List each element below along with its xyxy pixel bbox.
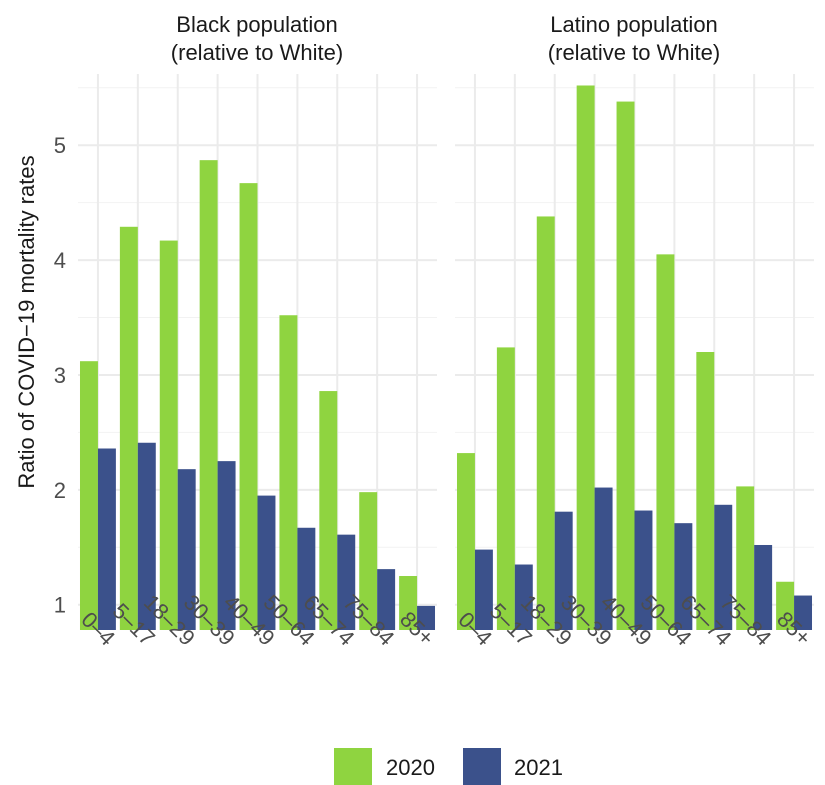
bar-2021-75–84 xyxy=(754,544,773,630)
y-tick-label: 5 xyxy=(54,133,66,158)
bar-2021-65–74 xyxy=(337,534,356,630)
bar-2021-50–64 xyxy=(674,523,693,630)
panels-layer: 0–45–1718–2930–3940–4950–6465–7475–8485+… xyxy=(54,12,816,651)
bar-2020-40–49 xyxy=(616,101,635,630)
bar-2020-18–29 xyxy=(159,240,178,630)
bar-2020-40–49 xyxy=(239,183,258,630)
y-tick-label: 3 xyxy=(54,363,66,388)
bar-2020-75–84 xyxy=(736,486,755,630)
legend-label-2021: 2021 xyxy=(514,755,563,780)
bar-2021-5–17 xyxy=(514,564,533,630)
y-tick-label: 4 xyxy=(54,248,66,273)
bar-2021-50–64 xyxy=(297,527,316,630)
bar-2020-30–39 xyxy=(576,85,595,631)
panel-2: 0–45–1718–2930–3940–4950–6465–7475–8485+… xyxy=(453,12,816,651)
bar-2021-40–49 xyxy=(257,495,276,630)
y-tick-label: 1 xyxy=(54,593,66,618)
bar-2020-50–64 xyxy=(279,315,298,630)
panel-subtitle: (relative to White) xyxy=(171,40,343,65)
bar-2021-85+ xyxy=(794,595,813,630)
bar-2021-30–39 xyxy=(217,461,236,630)
bar-2020-30–39 xyxy=(199,160,218,630)
bar-2020-75–84 xyxy=(359,492,378,630)
panel-1: 0–45–1718–2930–3940–4950–6465–7475–8485+… xyxy=(54,12,439,651)
bar-2020-18–29 xyxy=(536,216,555,630)
bar-2021-0–4 xyxy=(97,448,116,630)
bar-2021-40–49 xyxy=(634,510,653,630)
panel-title: Black population xyxy=(176,12,337,37)
bar-2021-85+ xyxy=(417,605,436,630)
bar-2021-30–39 xyxy=(594,487,613,630)
bar-2021-0–4 xyxy=(474,549,493,630)
bar-2020-65–74 xyxy=(319,391,338,630)
bar-2020-5–17 xyxy=(496,347,515,630)
bar-2020-85+ xyxy=(776,581,795,630)
bar-2021-65–74 xyxy=(714,504,733,630)
bar-2020-50–64 xyxy=(656,254,675,631)
legend: 2020 2021 xyxy=(334,748,563,785)
bar-2021-18–29 xyxy=(177,469,196,630)
legend-swatch-2020 xyxy=(334,748,372,785)
legend-swatch-2021 xyxy=(463,748,501,785)
y-tick-label: 2 xyxy=(54,478,66,503)
bar-2020-0–4 xyxy=(456,453,475,630)
bar-2021-5–17 xyxy=(137,442,156,630)
bar-2021-75–84 xyxy=(377,569,396,630)
bar-2020-0–4 xyxy=(79,361,98,630)
legend-label-2020: 2020 xyxy=(386,755,435,780)
bar-2020-5–17 xyxy=(119,226,138,631)
bar-2021-18–29 xyxy=(554,511,573,630)
bar-2020-85+ xyxy=(399,576,418,630)
y-axis-label: Ratio of COVID−19 mortality rates xyxy=(14,155,39,488)
panel-title: Latino population xyxy=(550,12,718,37)
bar-2020-65–74 xyxy=(696,352,715,630)
panel-subtitle: (relative to White) xyxy=(548,40,720,65)
